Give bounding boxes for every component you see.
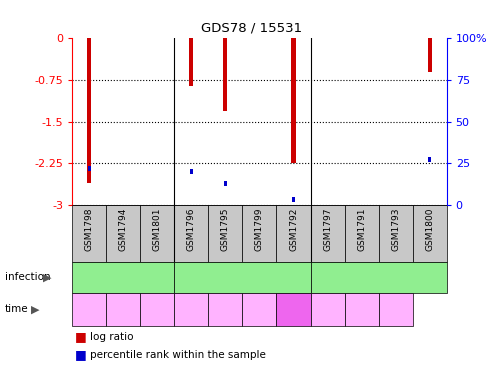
- Text: 3
hour: 3 hour: [386, 300, 405, 318]
- Text: 4
hour: 4 hour: [284, 300, 303, 318]
- Title: GDS78 / 15531: GDS78 / 15531: [202, 22, 302, 34]
- Text: ▶: ▶: [31, 304, 40, 314]
- Text: 2
hour: 2 hour: [216, 300, 235, 318]
- Text: ■: ■: [75, 330, 87, 343]
- Bar: [190, 38, 194, 86]
- Text: 1 hour: 1 hour: [76, 305, 103, 314]
- Text: 1 hour: 1 hour: [178, 305, 205, 314]
- Bar: [428, 38, 432, 72]
- Bar: [291, 38, 295, 163]
- Text: 3
hour: 3 hour: [148, 300, 167, 318]
- Text: mock: mock: [228, 272, 256, 282]
- Text: ■: ■: [75, 348, 87, 362]
- Bar: [291, 198, 295, 202]
- Text: ▶: ▶: [43, 272, 52, 282]
- Text: log ratio: log ratio: [90, 332, 133, 342]
- Text: infection: infection: [5, 272, 50, 282]
- Bar: [190, 169, 193, 174]
- Text: phoP mutant: phoP mutant: [90, 272, 157, 282]
- Text: percentile rank within the sample: percentile rank within the sample: [90, 350, 265, 360]
- Text: time: time: [5, 304, 28, 314]
- Text: 2 hour: 2 hour: [348, 305, 375, 314]
- Text: wildtype: wildtype: [356, 272, 401, 282]
- Bar: [87, 166, 91, 171]
- Text: 3
hour: 3 hour: [250, 300, 269, 318]
- Text: 2
hour: 2 hour: [114, 300, 133, 318]
- Bar: [224, 181, 227, 186]
- Bar: [87, 38, 91, 183]
- Text: 1 hour: 1 hour: [314, 305, 341, 314]
- Bar: [428, 157, 432, 163]
- Bar: [224, 38, 228, 111]
